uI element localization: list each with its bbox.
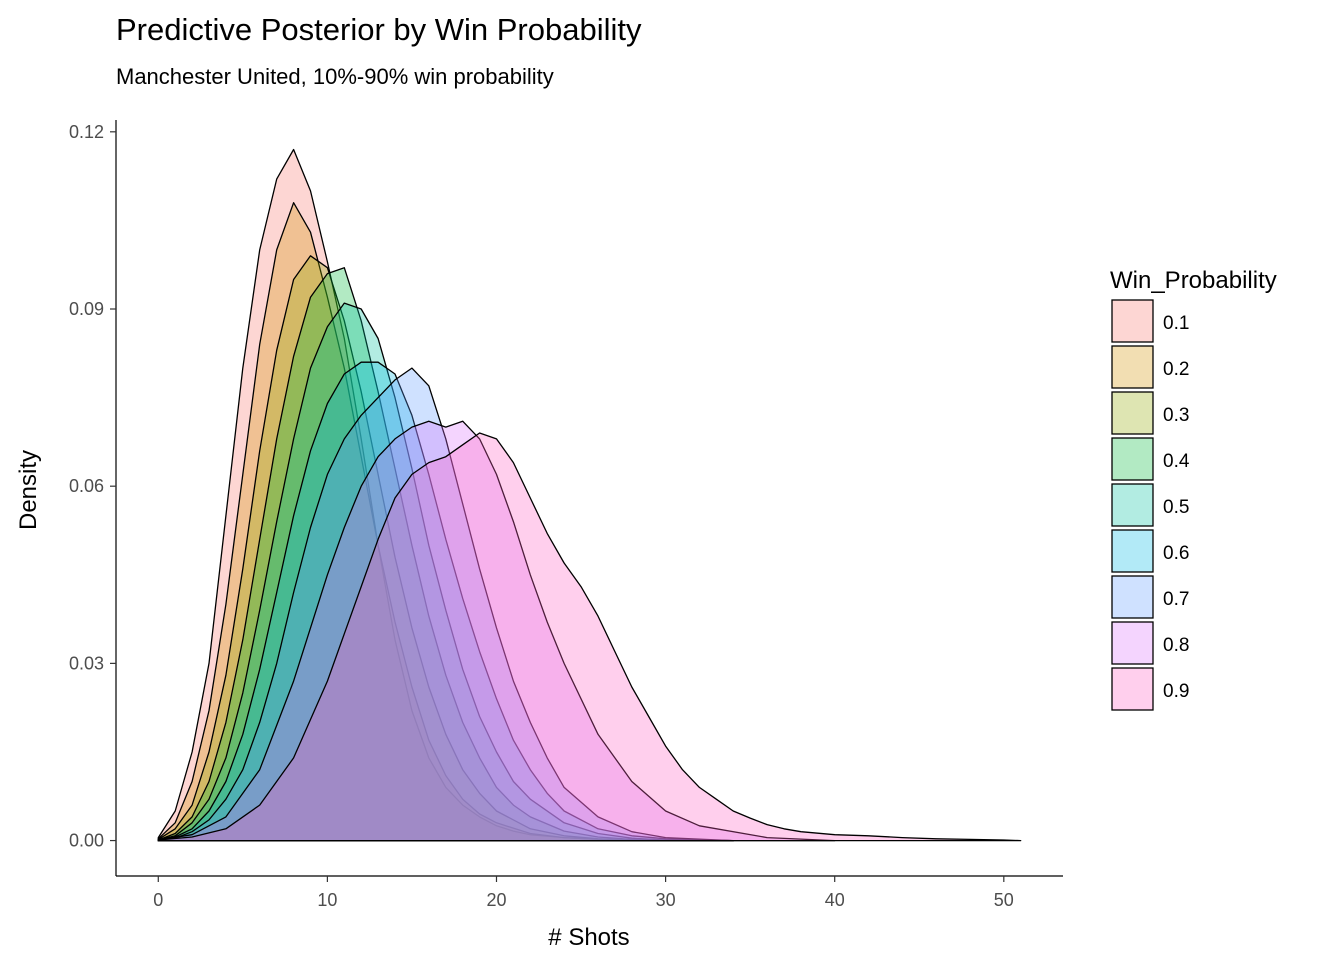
- legend-label: 0.5: [1163, 497, 1189, 518]
- density-areas: [157, 148, 1022, 842]
- legend-swatch-0-3: [1111, 391, 1154, 435]
- density-area-0-9: [157, 432, 1022, 842]
- legend-key-background: [1112, 668, 1153, 710]
- legend: Win_Probability 0.1 0.2 0.3 0.4 0.5 0.6 0.7 0.8…: [1110, 267, 1277, 711]
- legend-swatch-0-9: [1111, 667, 1154, 711]
- x-tick-label: 50: [994, 890, 1014, 910]
- density-area-0-2: [157, 202, 734, 842]
- legend-key-background: [1112, 484, 1153, 526]
- y-tick-label: 0.03: [69, 653, 104, 673]
- legend-swatch-0-1: [1111, 299, 1154, 343]
- density-area-0-6: [157, 361, 734, 842]
- legend-items: 0.1 0.2 0.3 0.4 0.5 0.6 0.7 0.8 0.9: [1111, 299, 1190, 711]
- legend-key-background: [1112, 530, 1153, 572]
- y-tick-label: 0.00: [69, 831, 104, 851]
- legend-label: 0.3: [1163, 405, 1189, 426]
- y-axis-title: Density: [15, 450, 42, 530]
- x-axis-ticks: 0 10 20 30 40 50: [153, 876, 1014, 910]
- legend-key-background: [1112, 346, 1153, 388]
- y-axis-ticks: 0.00 0.03 0.06 0.09 0.12: [69, 122, 116, 851]
- legend-swatch-0-5: [1111, 483, 1154, 527]
- chart-subtitle: Manchester United, 10%-90% win probabili…: [116, 64, 554, 89]
- x-axis-title: # Shots: [548, 924, 629, 951]
- axes: [115, 120, 1063, 877]
- legend-key-background: [1112, 300, 1153, 342]
- legend-swatch-0-2: [1111, 345, 1154, 389]
- x-tick-label: 40: [825, 890, 845, 910]
- legend-key-background: [1112, 392, 1153, 434]
- density-area-0-8: [157, 420, 836, 842]
- legend-label: 0.6: [1163, 543, 1189, 564]
- density-area-0-7: [157, 367, 734, 842]
- legend-label: 0.4: [1163, 451, 1190, 472]
- legend-label: 0.9: [1163, 681, 1189, 702]
- x-tick-label: 30: [656, 890, 676, 910]
- chart-title: Predictive Posterior by Win Probability: [116, 12, 642, 47]
- x-tick-label: 0: [153, 890, 163, 910]
- y-tick-label: 0.09: [69, 299, 104, 319]
- y-tick-label: 0.06: [69, 476, 104, 496]
- legend-label: 0.2: [1163, 359, 1189, 380]
- legend-label: 0.8: [1163, 635, 1189, 656]
- y-tick-label: 0.12: [69, 122, 104, 142]
- legend-key-background: [1112, 622, 1153, 664]
- legend-swatch-0-6: [1111, 529, 1154, 573]
- legend-key-background: [1112, 576, 1153, 618]
- legend-swatch-0-7: [1111, 575, 1154, 619]
- legend-swatch-0-4: [1111, 437, 1154, 481]
- legend-label: 0.1: [1163, 313, 1189, 334]
- legend-title: Win_Probability: [1110, 267, 1277, 294]
- x-tick-label: 10: [317, 890, 337, 910]
- density-area-0-4: [157, 267, 734, 842]
- x-tick-label: 20: [486, 890, 506, 910]
- legend-key-background: [1112, 438, 1153, 480]
- legend-swatch-0-8: [1111, 621, 1154, 665]
- legend-label: 0.7: [1163, 589, 1189, 610]
